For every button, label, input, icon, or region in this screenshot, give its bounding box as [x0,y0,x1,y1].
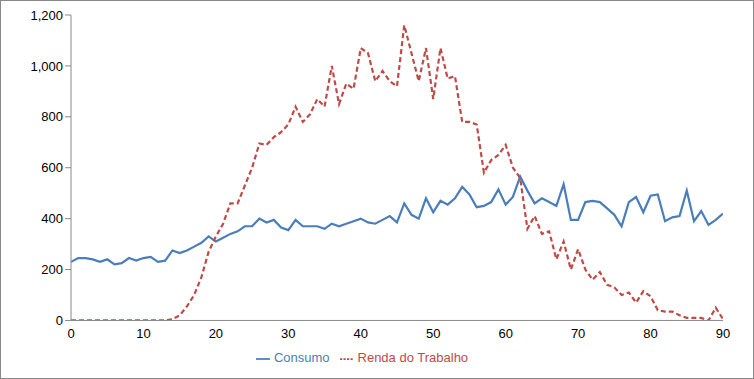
svg-text:800: 800 [41,109,63,124]
svg-text:20: 20 [209,326,223,341]
svg-text:400: 400 [41,211,63,226]
svg-text:1,000: 1,000 [30,59,63,74]
svg-text:10: 10 [136,326,150,341]
svg-text:70: 70 [571,326,585,341]
html-text:Consumo: Consumo [273,350,330,366]
svg-text:90: 90 [716,326,730,341]
svg-text:60: 60 [498,326,512,341]
svg-text:30: 30 [281,326,295,341]
html-text:Renda do Trabalho: Renda do Trabalho [357,350,469,366]
svg-text:0: 0 [67,326,74,341]
svg-text:40: 40 [354,326,368,341]
svg-text:600: 600 [41,160,63,175]
svg-text:80: 80 [643,326,657,341]
svg-text:50: 50 [426,326,440,341]
svg-text:1,200: 1,200 [30,8,63,23]
svg-text:0: 0 [56,313,63,328]
svg-text:200: 200 [41,262,63,277]
